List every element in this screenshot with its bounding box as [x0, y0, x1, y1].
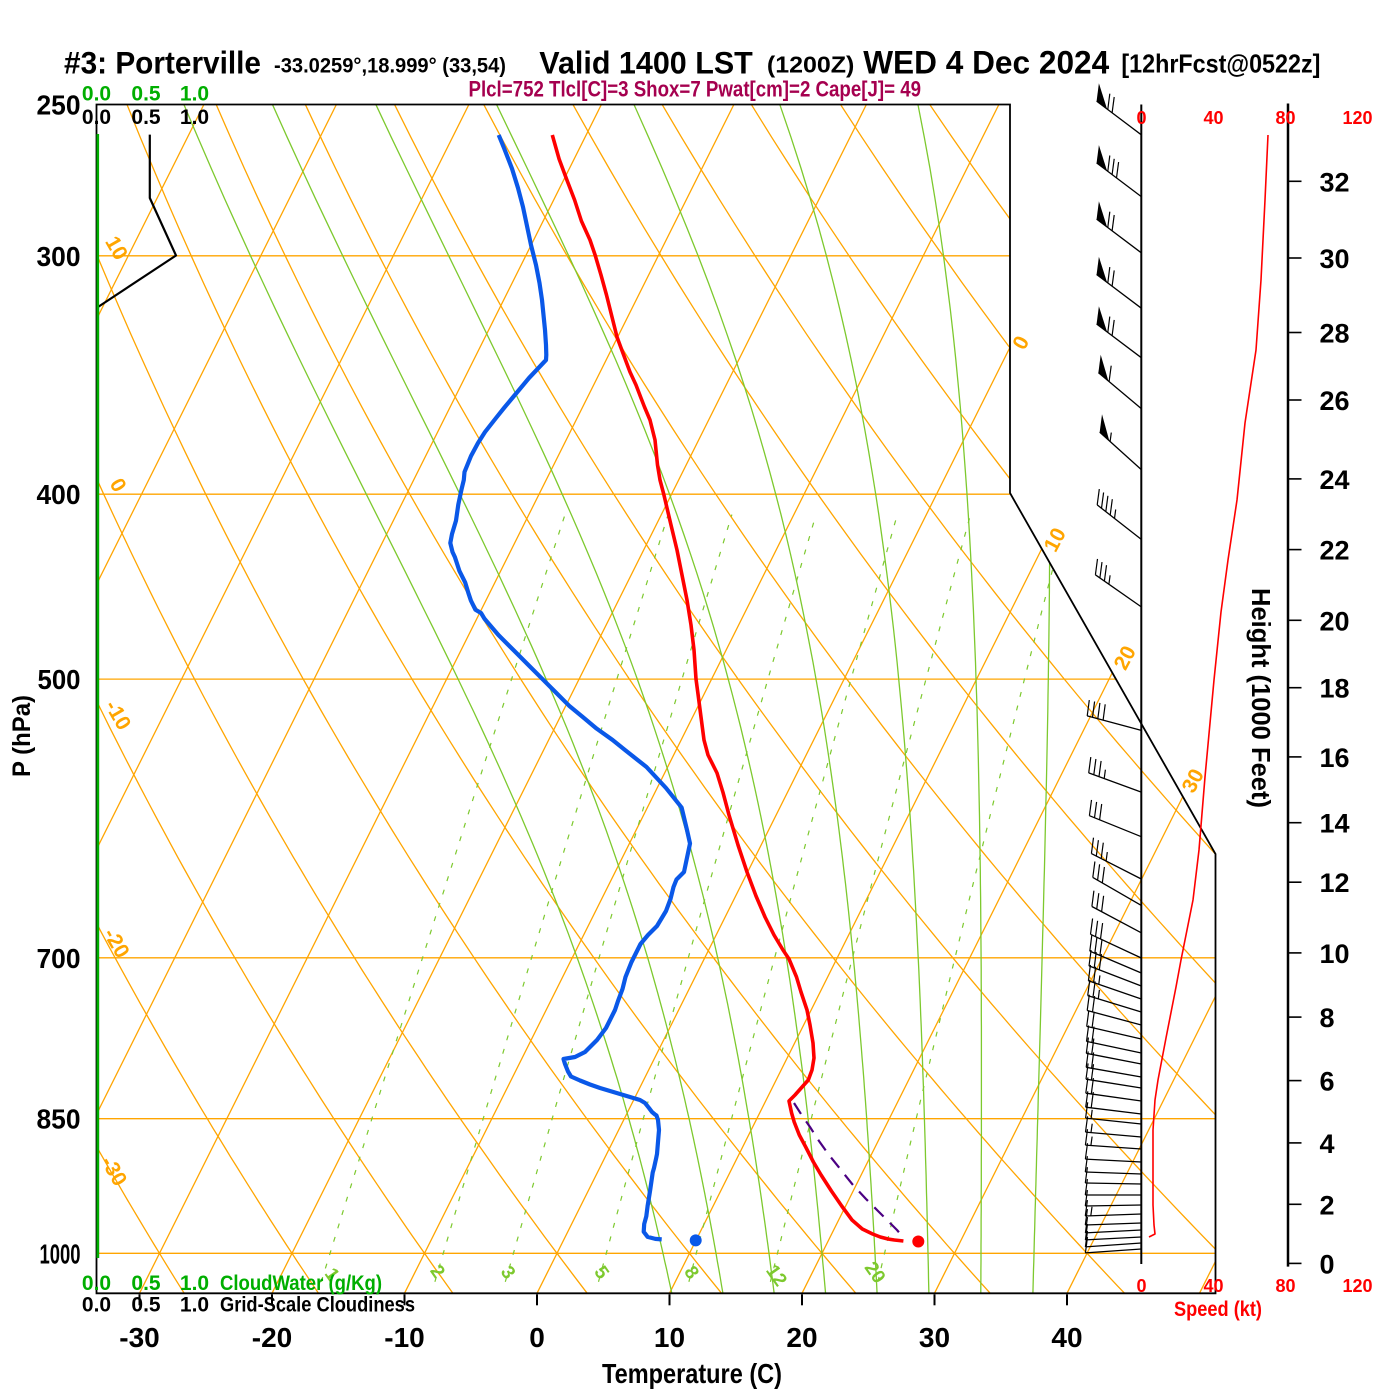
svg-text:-30: -30: [119, 1322, 159, 1353]
svg-text:16: 16: [1320, 743, 1350, 773]
svg-text:24: 24: [1320, 465, 1350, 495]
svg-text:32: 32: [1320, 167, 1350, 197]
svg-text:120: 120: [1342, 1276, 1372, 1296]
svg-text:12: 12: [1320, 868, 1350, 898]
svg-text:#3: Porterville: #3: Porterville: [64, 45, 261, 81]
svg-text:80: 80: [1275, 108, 1295, 128]
svg-text:10: 10: [1320, 939, 1350, 969]
svg-text:850: 850: [37, 1104, 81, 1135]
svg-text:40: 40: [1203, 1276, 1223, 1296]
svg-text:0.0: 0.0: [82, 1272, 111, 1295]
svg-text:WED 4 Dec 2024: WED 4 Dec 2024: [863, 45, 1109, 81]
svg-text:120: 120: [1342, 108, 1372, 128]
svg-text:0.5: 0.5: [131, 1294, 161, 1317]
svg-text:6: 6: [1320, 1067, 1335, 1097]
svg-text:Height (1000 Feet): Height (1000 Feet): [1246, 588, 1276, 808]
svg-text:500: 500: [38, 664, 81, 695]
svg-text:0: 0: [1136, 1276, 1146, 1296]
svg-text:Plcl=752 Tlcl[C]=3 Shox=7 Pwat: Plcl=752 Tlcl[C]=3 Shox=7 Pwat[cm]=2 Cap…: [469, 77, 922, 102]
svg-text:18: 18: [1320, 674, 1350, 704]
svg-text:1.0: 1.0: [180, 83, 209, 106]
svg-text:0.5: 0.5: [131, 1272, 161, 1295]
svg-text:Grid-Scale Cloudiness: Grid-Scale Cloudiness: [220, 1294, 415, 1317]
svg-text:2: 2: [1320, 1190, 1335, 1220]
svg-text:0: 0: [1320, 1249, 1335, 1279]
svg-text:14: 14: [1320, 809, 1350, 839]
svg-text:80: 80: [1275, 1276, 1295, 1296]
svg-text:1000: 1000: [40, 1238, 81, 1269]
svg-text:22: 22: [1320, 536, 1350, 566]
svg-text:0.5: 0.5: [131, 83, 161, 106]
svg-text:-20: -20: [252, 1322, 292, 1353]
svg-text:40: 40: [1203, 108, 1223, 128]
svg-text:0.0: 0.0: [82, 106, 111, 129]
svg-text:P (hPa): P (hPa): [8, 695, 36, 777]
svg-text:30: 30: [1320, 244, 1350, 274]
svg-text:700: 700: [37, 943, 81, 974]
svg-text:Temperature (C): Temperature (C): [602, 1358, 782, 1389]
svg-text:Valid 1400 LST: Valid 1400 LST: [539, 45, 753, 81]
svg-text:1.0: 1.0: [180, 106, 209, 129]
svg-text:10: 10: [654, 1322, 685, 1353]
svg-text:Speed (kt): Speed (kt): [1174, 1298, 1262, 1321]
svg-text:250: 250: [37, 90, 81, 121]
svg-text:26: 26: [1320, 386, 1350, 416]
svg-text:4: 4: [1320, 1129, 1335, 1159]
svg-text:30: 30: [919, 1322, 950, 1353]
svg-text:CloudWater (g/Kg): CloudWater (g/Kg): [220, 1272, 382, 1295]
svg-text:300: 300: [37, 241, 81, 272]
svg-text:0: 0: [1136, 108, 1146, 128]
svg-text:28: 28: [1320, 319, 1350, 349]
svg-text:-33.0259°,18.999° (33,54): -33.0259°,18.999° (33,54): [274, 54, 506, 78]
svg-text:20: 20: [786, 1322, 817, 1353]
svg-text:0.0: 0.0: [82, 1294, 111, 1317]
svg-text:400: 400: [37, 479, 81, 510]
svg-text:40: 40: [1051, 1322, 1082, 1353]
svg-text:0.5: 0.5: [131, 106, 161, 129]
svg-text:1.0: 1.0: [180, 1272, 209, 1295]
svg-text:0.0: 0.0: [82, 83, 111, 106]
svg-text:20: 20: [1320, 606, 1350, 636]
svg-text:8: 8: [1320, 1003, 1335, 1033]
svg-text:[12hrFcst@0522z]: [12hrFcst@0522z]: [1121, 49, 1320, 79]
svg-text:-10: -10: [384, 1322, 424, 1353]
svg-text:1.0: 1.0: [180, 1294, 209, 1317]
svg-text:(1200Z): (1200Z): [767, 52, 855, 78]
svg-text:0: 0: [529, 1322, 545, 1353]
